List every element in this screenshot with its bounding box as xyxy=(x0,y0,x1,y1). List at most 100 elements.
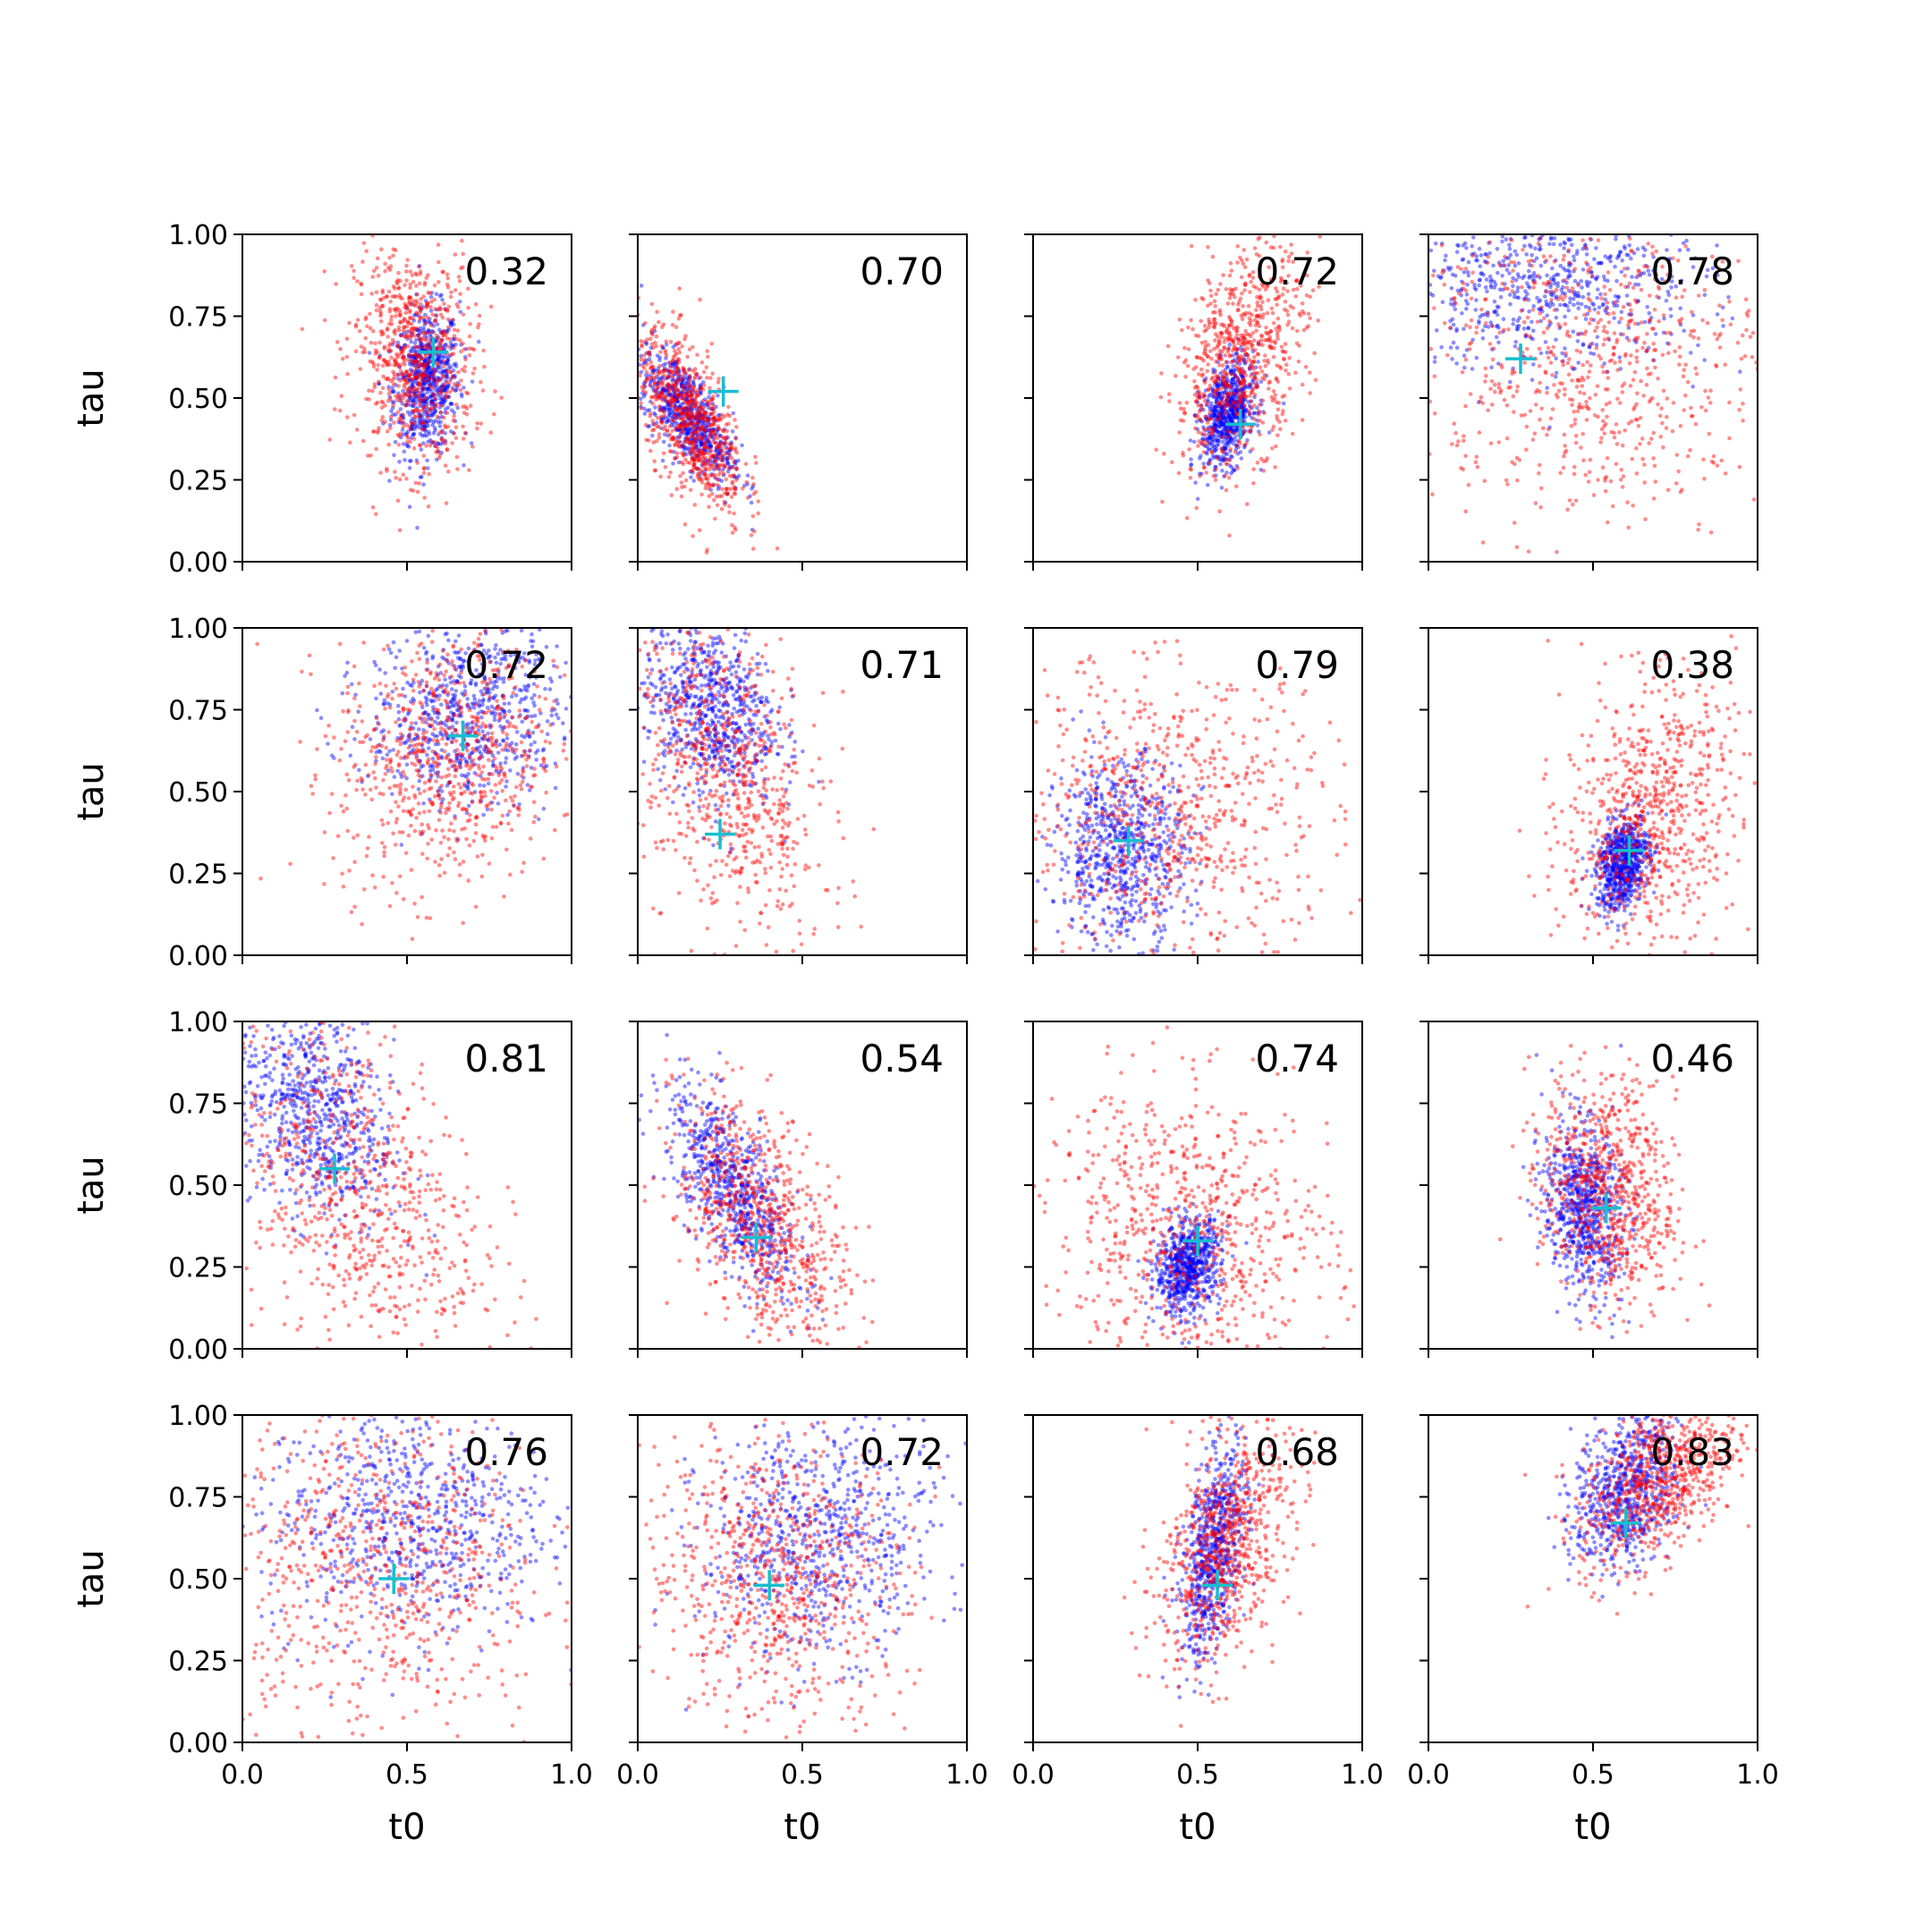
red-point xyxy=(645,337,649,343)
blue-point xyxy=(1607,255,1613,259)
red-point xyxy=(395,410,401,415)
red-point xyxy=(674,342,679,347)
blue-point xyxy=(695,439,700,445)
blue-point xyxy=(1207,447,1212,453)
blue-point xyxy=(685,397,690,402)
red-point xyxy=(655,385,660,390)
red-point xyxy=(679,423,683,428)
blue-point xyxy=(426,360,431,365)
blue-point xyxy=(440,337,445,343)
red-point xyxy=(445,309,450,313)
blue-point xyxy=(685,375,691,380)
blue-point xyxy=(438,359,444,364)
blue-point xyxy=(1572,254,1576,259)
blue-point xyxy=(399,435,403,440)
red-point xyxy=(439,391,444,395)
red-point xyxy=(392,371,397,377)
red-point xyxy=(402,317,407,321)
red-point xyxy=(435,335,440,341)
blue-point xyxy=(431,369,436,374)
red-point xyxy=(1241,378,1247,384)
red-point xyxy=(712,436,717,441)
blue-point xyxy=(1669,279,1674,284)
blue-point xyxy=(688,384,693,388)
blue-point xyxy=(419,346,425,351)
blue-point xyxy=(1229,471,1233,476)
blue-point xyxy=(1221,457,1225,462)
red-point xyxy=(1207,319,1212,325)
blue-point xyxy=(658,426,664,431)
red-point xyxy=(692,438,697,444)
blue-point xyxy=(421,398,427,403)
blue-point xyxy=(700,433,705,438)
blue-point xyxy=(429,321,434,326)
blue-point xyxy=(662,408,666,412)
red-point xyxy=(399,373,404,377)
red-point xyxy=(399,416,404,420)
red-point xyxy=(404,434,410,438)
blue-point xyxy=(724,445,729,450)
blue-point xyxy=(399,413,403,418)
red-point xyxy=(1218,402,1224,408)
red-point xyxy=(388,396,393,402)
blue-point xyxy=(1233,388,1239,393)
red-point xyxy=(436,449,440,454)
red-point xyxy=(702,428,707,432)
blue-point xyxy=(1501,329,1505,335)
blue-point xyxy=(450,408,454,413)
blue-point xyxy=(684,430,690,435)
red-point xyxy=(733,487,737,491)
red-point xyxy=(1250,330,1256,335)
blue-point xyxy=(1228,453,1233,459)
blue-point xyxy=(1237,361,1242,366)
blue-point xyxy=(682,419,688,425)
blue-point xyxy=(462,354,468,360)
blue-point xyxy=(699,439,704,445)
red-point xyxy=(428,384,433,388)
blue-point xyxy=(1635,247,1640,251)
red-point xyxy=(1240,291,1244,296)
blue-point xyxy=(1523,334,1529,338)
blue-point xyxy=(1251,411,1256,416)
blue-point xyxy=(1204,414,1208,419)
red-point xyxy=(1244,394,1249,399)
blue-point xyxy=(1465,301,1470,307)
red-point xyxy=(1291,259,1295,265)
blue-point xyxy=(1500,234,1505,239)
red-point xyxy=(703,411,708,415)
red-point xyxy=(362,350,368,354)
blue-point xyxy=(1192,412,1197,418)
blue-point xyxy=(393,439,398,445)
red-point xyxy=(394,309,399,314)
blue-point xyxy=(420,376,426,381)
blue-point xyxy=(420,412,426,417)
red-point xyxy=(1316,318,1321,323)
blue-point xyxy=(1466,273,1471,278)
red-point xyxy=(680,417,684,421)
red-point xyxy=(433,444,437,449)
red-point xyxy=(373,341,377,346)
panel-value-label: 0.32 xyxy=(464,250,548,293)
blue-point xyxy=(1445,266,1451,270)
red-point xyxy=(704,467,708,471)
red-point xyxy=(691,403,696,409)
blue-point xyxy=(1222,428,1227,432)
blue-point xyxy=(1203,428,1208,433)
blue-point xyxy=(1554,356,1558,361)
blue-point xyxy=(679,422,684,427)
blue-point xyxy=(671,394,675,400)
red-point xyxy=(719,462,724,468)
blue-point xyxy=(649,377,654,383)
red-point xyxy=(1229,371,1234,377)
blue-point xyxy=(1575,293,1580,299)
red-point xyxy=(1233,328,1239,334)
blue-point xyxy=(714,449,718,453)
blue-point xyxy=(1566,236,1571,242)
red-point xyxy=(1255,319,1260,325)
red-point xyxy=(1175,355,1181,360)
red-point xyxy=(1254,314,1258,318)
blue-point xyxy=(696,426,700,431)
blue-point xyxy=(702,441,708,445)
red-point xyxy=(650,419,655,423)
red-point xyxy=(692,442,697,446)
